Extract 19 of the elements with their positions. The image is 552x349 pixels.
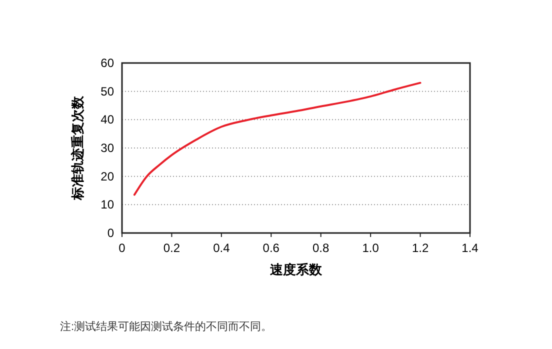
y-tick-label: 40 xyxy=(100,112,114,127)
x-tick-label: 1.0 xyxy=(362,241,380,255)
line-series xyxy=(133,82,422,196)
y-tick-label: 30 xyxy=(100,141,114,155)
x-tick-label: 0 xyxy=(118,241,126,255)
x-tick-label: 0.4 xyxy=(213,241,230,255)
x-tick-label: 1.4 xyxy=(462,241,479,255)
x-tick-label: 0.8 xyxy=(312,241,330,255)
x-axis-title: 速度系数 xyxy=(270,262,323,277)
y-axis-title: 标准轨迹重复次数 xyxy=(70,95,85,201)
x-tick-label: 0.2 xyxy=(163,241,180,255)
y-tick-label: 60 xyxy=(100,56,114,70)
y-tick-label: 0 xyxy=(107,226,114,240)
x-tick-label: 0.6 xyxy=(262,241,280,255)
text: 注:测试结果可能因测试条件的不同而不同。 xyxy=(60,320,272,333)
y-tick-label: 20 xyxy=(100,169,114,184)
y-tick-label: 10 xyxy=(100,198,114,212)
y-tick-label: 50 xyxy=(100,84,114,98)
x-tick-label: 1.2 xyxy=(412,241,429,255)
